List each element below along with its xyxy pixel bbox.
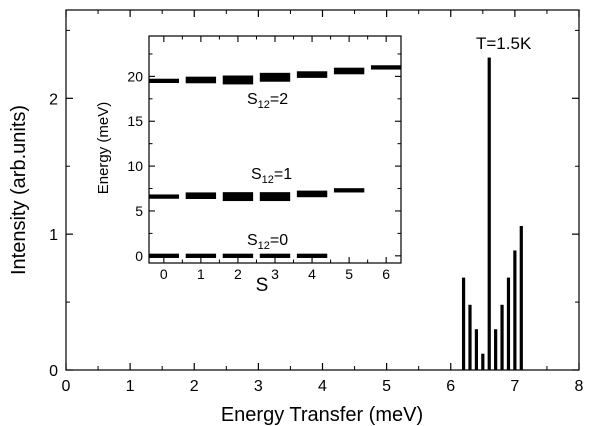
energy-level-mark — [185, 253, 217, 258]
energy-level-mark — [333, 67, 365, 75]
main-x-tick-label: 8 — [575, 378, 584, 395]
temperature-annotation: T=1.5K — [476, 34, 532, 53]
energy-level-mark — [185, 76, 217, 84]
energy-level-mark — [259, 192, 291, 202]
energy-level-mark — [296, 71, 328, 78]
main-bar — [500, 304, 504, 370]
main-x-tick-label: 0 — [62, 378, 71, 395]
energy-level-mark — [222, 192, 254, 202]
main-y-tick-label: 2 — [49, 91, 58, 108]
energy-level-mark — [222, 253, 254, 258]
main-x-tick-label: 3 — [254, 378, 263, 395]
energy-level-mark — [185, 192, 217, 200]
inset-y-tick-label: 5 — [135, 203, 143, 219]
energy-level-mark — [148, 253, 180, 258]
energy-level-mark — [296, 253, 328, 258]
energy-level-mark — [296, 190, 328, 198]
main-bar — [494, 329, 498, 370]
main-bar — [468, 304, 472, 370]
inset-x-tick-label: 6 — [382, 266, 390, 282]
inset-marks — [148, 65, 402, 258]
energy-level-mark — [222, 75, 254, 85]
main-bars — [461, 57, 523, 370]
main-bar — [461, 277, 466, 370]
main-x-ticks: 0 1 2 3 4 5 6 7 8 — [62, 10, 584, 395]
main-x-tick-label: 5 — [382, 378, 391, 395]
level-label-s12-2: S12=2 — [247, 91, 288, 111]
main-bar — [481, 353, 485, 370]
main-y-tick-label: 1 — [49, 227, 58, 244]
main-x-tick-label: 4 — [318, 378, 327, 395]
inset-x-tick-label: 1 — [197, 266, 205, 282]
inset-x-tick-label: 4 — [308, 266, 316, 282]
main-bar — [487, 57, 491, 370]
inset-x-tick-label: 2 — [234, 266, 242, 282]
energy-level-mark — [259, 253, 291, 258]
main-x-tick-label: 1 — [126, 378, 135, 395]
main-bar — [519, 226, 523, 370]
main-y-ticks: 0 1 2 — [49, 29, 579, 380]
main-y-tick-label: 0 — [49, 363, 58, 380]
level-label-s12-1: S12=1 — [251, 166, 292, 186]
inset-y-tick-label: 10 — [127, 158, 143, 174]
main-bar — [506, 277, 511, 370]
inset-x-tick-label: 5 — [345, 266, 353, 282]
level-label-s12-0: S12=0 — [247, 232, 288, 252]
inset-x-tick-label: 3 — [271, 266, 279, 282]
energy-level-mark — [333, 188, 365, 193]
inset-y-tick-label: 15 — [127, 113, 143, 129]
inset-y-ticks: 0 5 10 15 20 — [127, 53, 401, 264]
inset-y-axis-label: Energy (meV) — [95, 102, 112, 195]
energy-level-mark — [148, 194, 180, 199]
main-x-tick-label: 7 — [510, 378, 519, 395]
main-x-tick-label: 6 — [446, 378, 455, 395]
inset-y-tick-label: 0 — [135, 248, 143, 264]
main-y-axis-label: Intensity (arb.units) — [8, 105, 30, 275]
energy-level-mark — [148, 78, 180, 84]
inset-x-tick-label: 0 — [160, 266, 168, 282]
main-bar — [513, 250, 517, 370]
main-x-tick-label: 2 — [190, 378, 199, 395]
energy-level-mark — [259, 72, 291, 82]
energy-level-mark — [370, 65, 402, 70]
inset-y-tick-label: 20 — [127, 68, 143, 84]
main-x-axis-label: Energy Transfer (meV) — [221, 404, 423, 426]
inset-x-ticks: 0 1 2 3 4 5 6 — [160, 36, 390, 282]
main-bar — [474, 329, 478, 370]
inset-x-axis-label: S — [256, 275, 269, 296]
